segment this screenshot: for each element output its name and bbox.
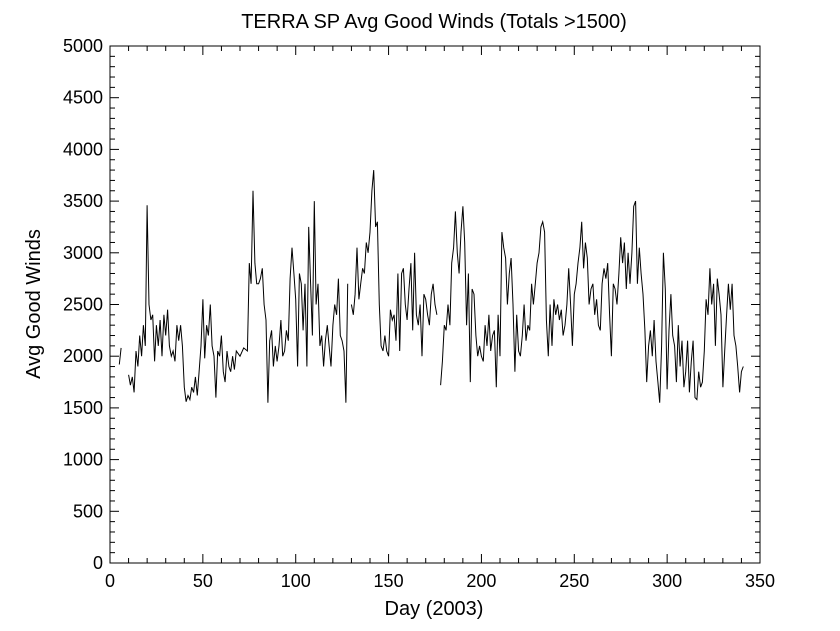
x-axis-label: Day (2003) xyxy=(385,598,484,620)
x-tick-label: 0 xyxy=(105,571,115,591)
y-axis-label: Avg Good Winds xyxy=(23,229,45,379)
x-tick-label: 250 xyxy=(559,571,589,591)
x-tick-label: 350 xyxy=(745,571,775,591)
y-tick-label: 5000 xyxy=(63,36,103,56)
x-tick-label: 50 xyxy=(193,571,213,591)
y-tick-label: 3500 xyxy=(63,191,103,211)
y-axis-ticks: 0 500 1000 1500 2000 2500 3000 3500 4000 4500 5000 xyxy=(63,36,760,573)
y-tick-label: 1500 xyxy=(63,398,103,418)
x-tick-label: 150 xyxy=(374,571,404,591)
y-tick-label: 3000 xyxy=(63,243,103,263)
series-line-segment xyxy=(118,347,122,365)
x-tick-label: 300 xyxy=(652,571,682,591)
x-tick-label: 200 xyxy=(466,571,496,591)
series-line-segment xyxy=(350,170,438,357)
y-tick-label: 4500 xyxy=(63,88,103,108)
series-line-segment xyxy=(440,200,744,403)
chart-title: TERRA SP Avg Good Winds (Totals >1500) xyxy=(241,11,627,33)
x-axis-ticks: 0 50 100 150 200 250 300 350 xyxy=(105,46,775,591)
series-line-segment xyxy=(128,190,349,403)
y-tick-label: 2500 xyxy=(63,295,103,315)
y-tick-label: 500 xyxy=(73,501,103,521)
y-tick-label: 4000 xyxy=(63,139,103,159)
y-tick-label: 1000 xyxy=(63,450,103,470)
data-series xyxy=(118,170,744,403)
x-tick-label: 100 xyxy=(281,571,311,591)
y-tick-label: 2000 xyxy=(63,346,103,366)
y-tick-label: 0 xyxy=(93,553,103,573)
